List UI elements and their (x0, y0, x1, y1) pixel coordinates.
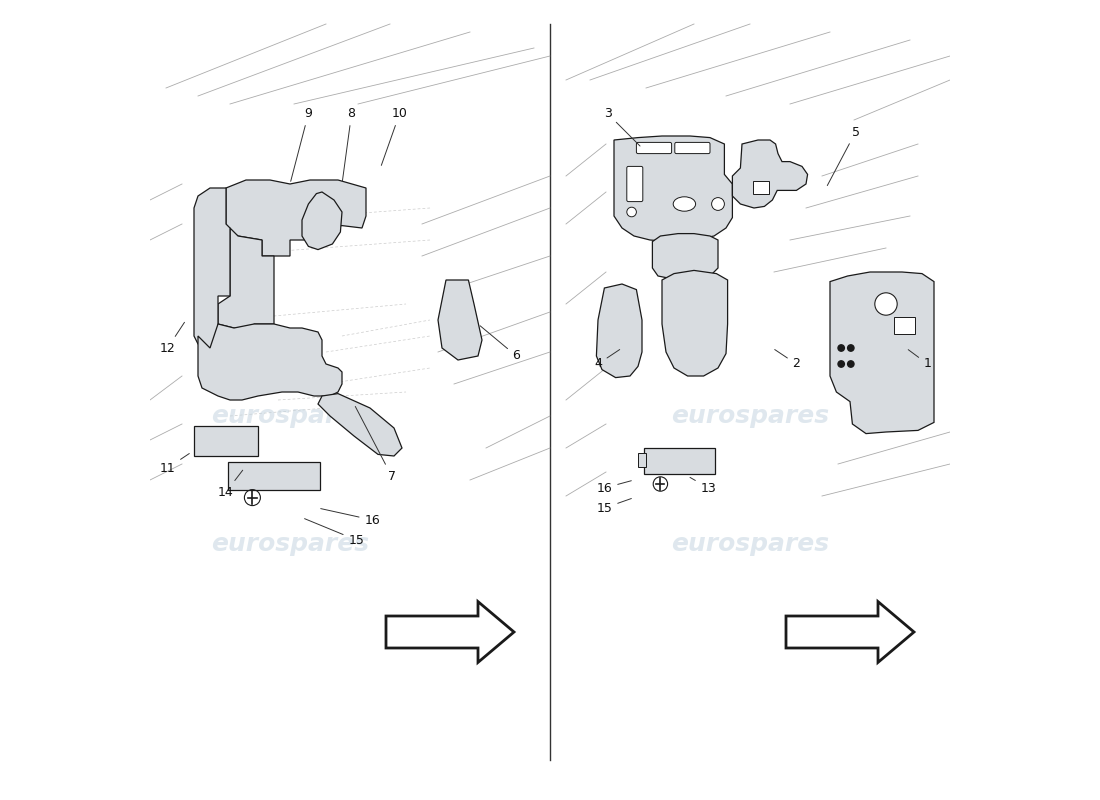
Text: 1: 1 (909, 350, 932, 370)
Polygon shape (830, 272, 934, 434)
Polygon shape (318, 394, 402, 456)
Bar (645, 448, 715, 474)
Bar (194, 426, 258, 456)
Text: 16: 16 (596, 481, 631, 494)
Text: 15: 15 (305, 518, 364, 546)
Text: 13: 13 (690, 478, 716, 494)
Polygon shape (386, 602, 514, 662)
Text: 6: 6 (480, 326, 520, 362)
Text: 9: 9 (290, 107, 312, 182)
Polygon shape (194, 188, 230, 348)
Text: eurospares: eurospares (671, 532, 829, 556)
Polygon shape (218, 228, 274, 328)
Circle shape (712, 198, 725, 210)
Text: 2: 2 (774, 350, 801, 370)
Ellipse shape (673, 197, 695, 211)
Bar (638, 453, 646, 467)
Circle shape (874, 293, 898, 315)
Text: 14: 14 (218, 470, 243, 498)
Polygon shape (614, 136, 733, 242)
Polygon shape (596, 284, 642, 378)
Circle shape (627, 207, 637, 217)
Polygon shape (662, 270, 727, 376)
Text: 12: 12 (160, 322, 185, 354)
Text: eurospares: eurospares (671, 404, 829, 428)
Circle shape (848, 361, 854, 367)
Text: 8: 8 (342, 107, 355, 182)
Polygon shape (786, 602, 914, 662)
Polygon shape (652, 234, 718, 280)
Polygon shape (733, 140, 807, 208)
Polygon shape (438, 280, 482, 360)
FancyBboxPatch shape (627, 166, 642, 202)
Polygon shape (302, 192, 342, 250)
FancyBboxPatch shape (674, 142, 710, 154)
Text: 4: 4 (594, 350, 619, 370)
FancyBboxPatch shape (637, 142, 672, 154)
Text: eurospares: eurospares (211, 532, 370, 556)
Polygon shape (198, 324, 342, 400)
Text: 16: 16 (321, 509, 381, 526)
Circle shape (838, 345, 845, 351)
Text: 5: 5 (827, 126, 859, 186)
Polygon shape (226, 180, 366, 256)
Text: 7: 7 (355, 406, 396, 482)
Circle shape (838, 361, 845, 367)
Bar (754, 181, 769, 194)
Text: 3: 3 (604, 107, 640, 146)
Bar (894, 317, 915, 334)
Text: 15: 15 (596, 498, 631, 514)
Text: 10: 10 (382, 107, 407, 166)
Circle shape (848, 345, 854, 351)
Text: 11: 11 (160, 454, 189, 474)
Bar (229, 462, 320, 490)
Text: eurospares: eurospares (211, 404, 370, 428)
